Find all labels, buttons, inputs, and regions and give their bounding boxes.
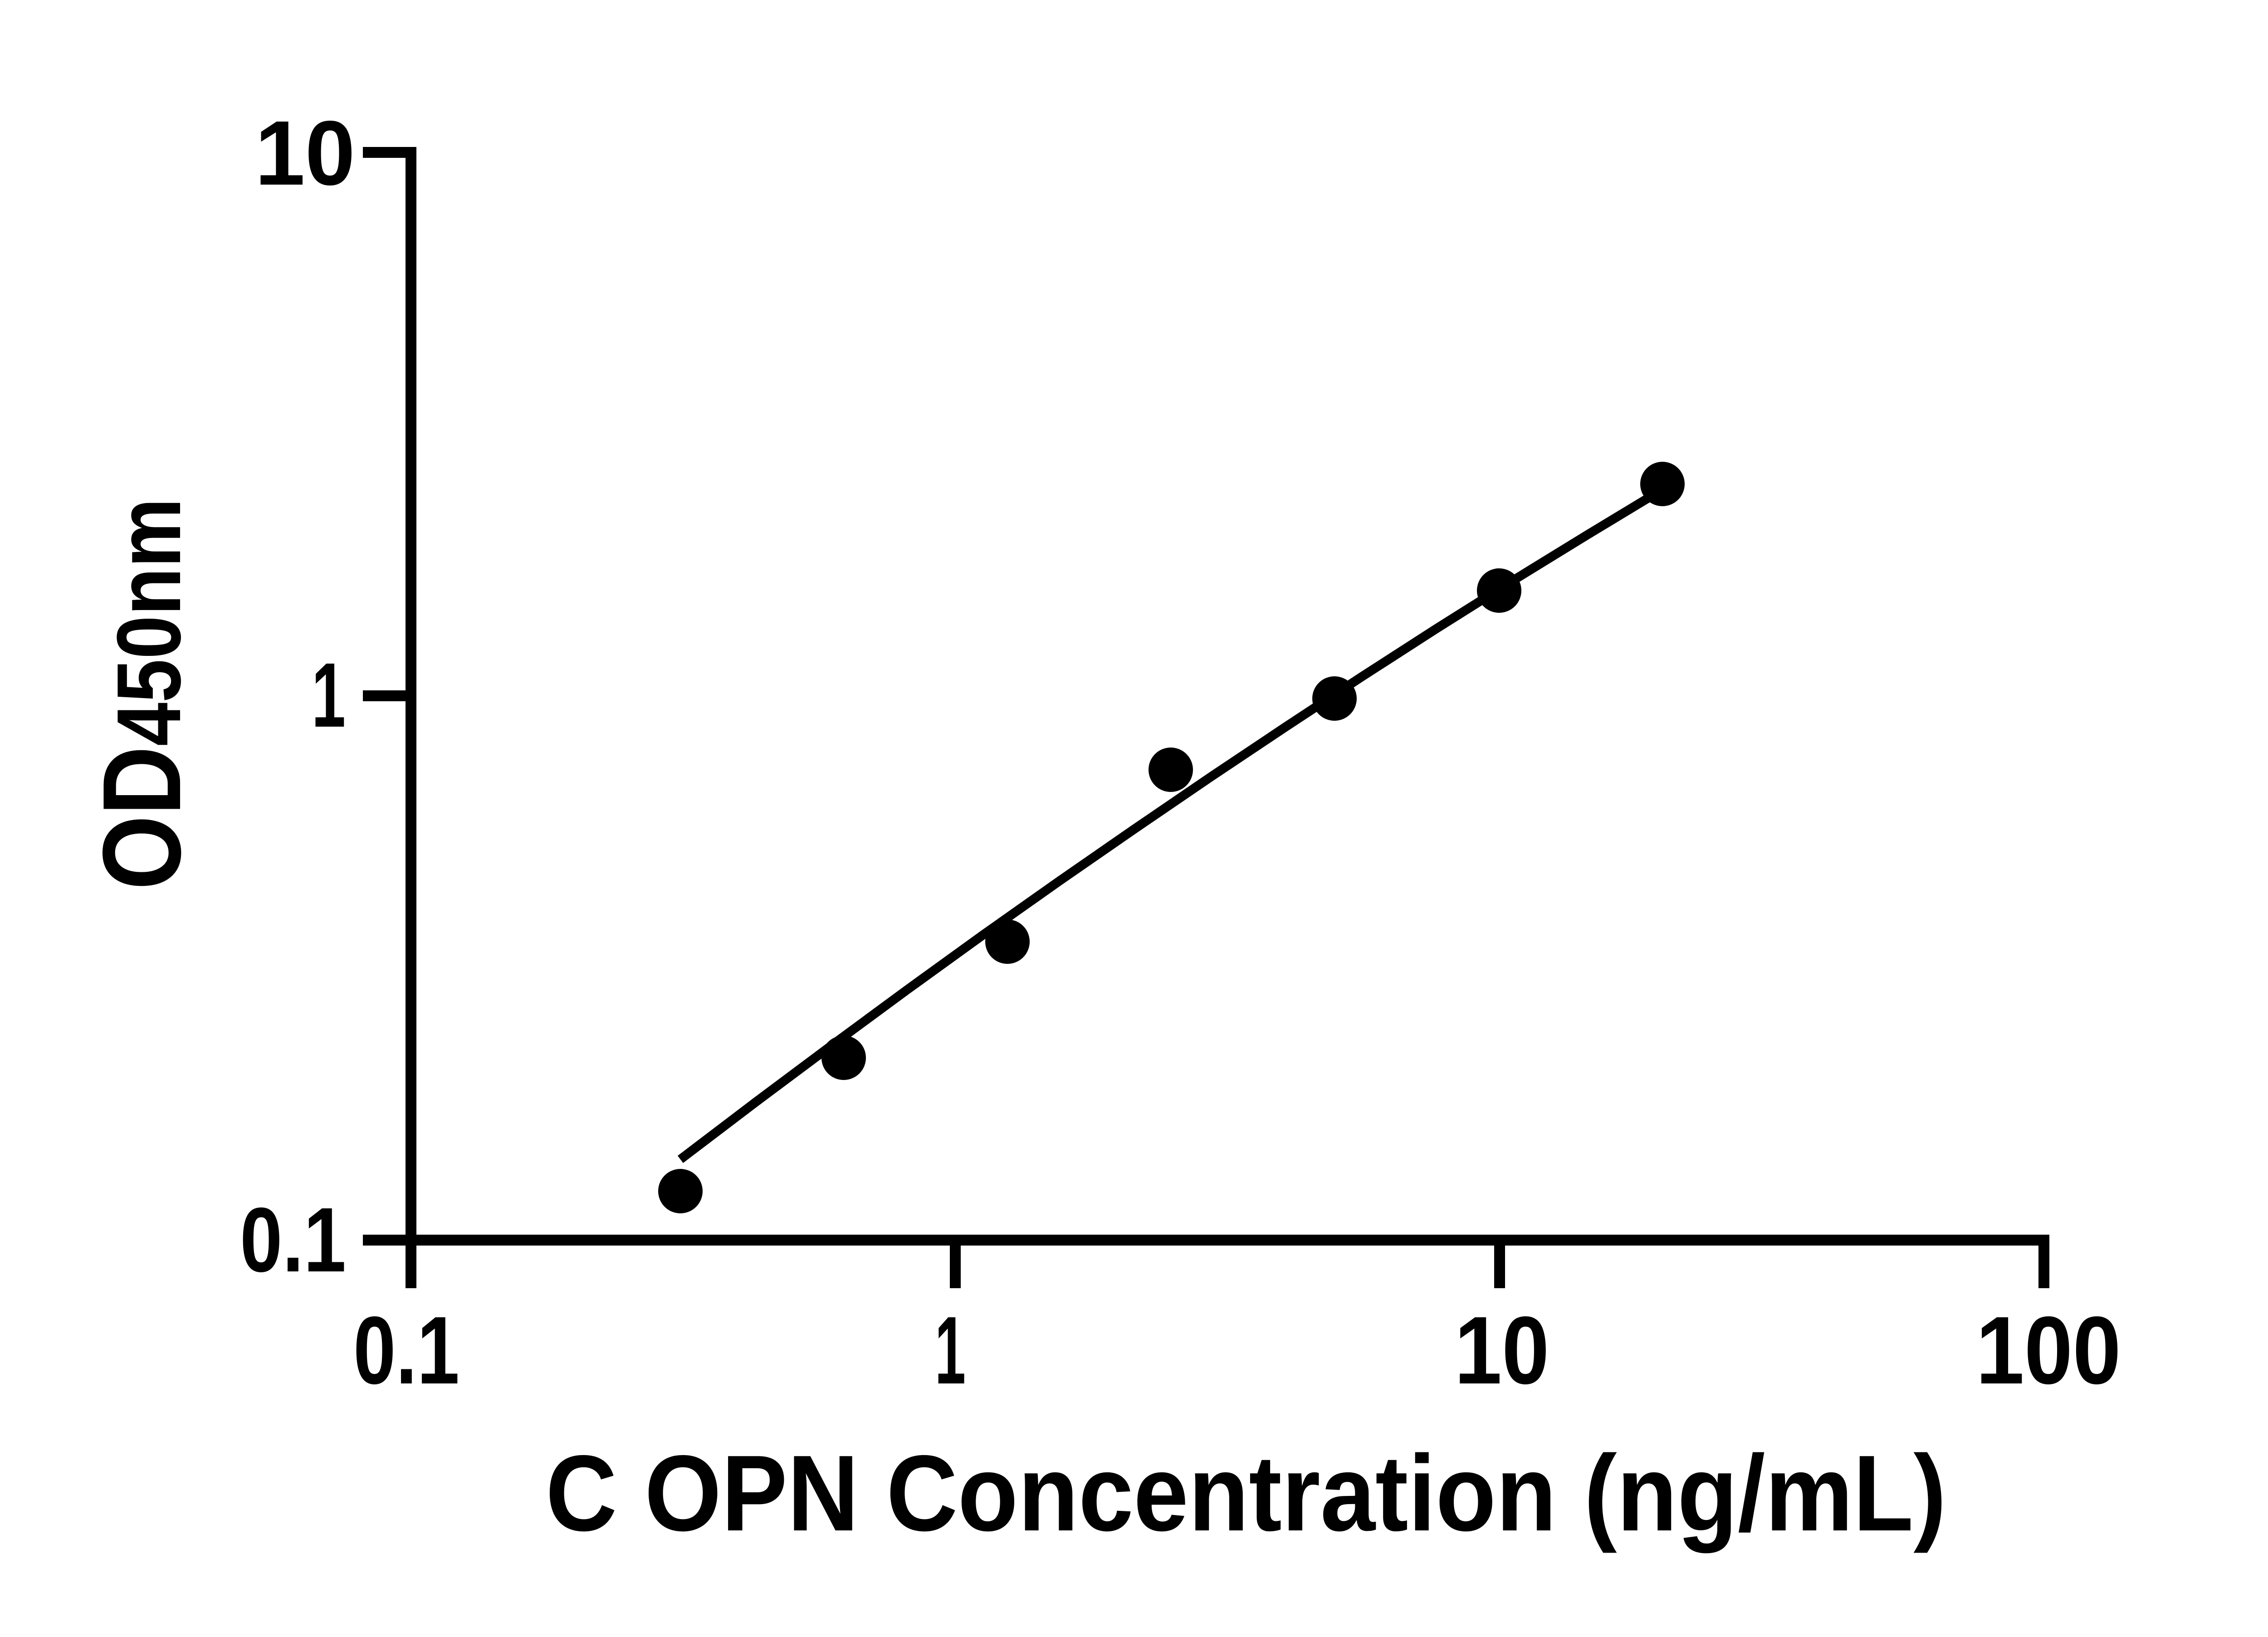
svg-text:OD450nm: OD450nm bbox=[79, 498, 204, 890]
svg-text:0.1: 0.1 bbox=[353, 1296, 459, 1404]
svg-text:1: 1 bbox=[312, 644, 346, 746]
svg-text:10: 10 bbox=[255, 102, 355, 204]
svg-text:100: 100 bbox=[1976, 1296, 2121, 1404]
svg-text:1: 1 bbox=[935, 1296, 966, 1404]
svg-text:10: 10 bbox=[1455, 1296, 1549, 1404]
svg-text:0.1: 0.1 bbox=[240, 1188, 346, 1291]
svg-text:C OPN Concentration (ng/mL): C OPN Concentration (ng/mL) bbox=[546, 1433, 1946, 1554]
